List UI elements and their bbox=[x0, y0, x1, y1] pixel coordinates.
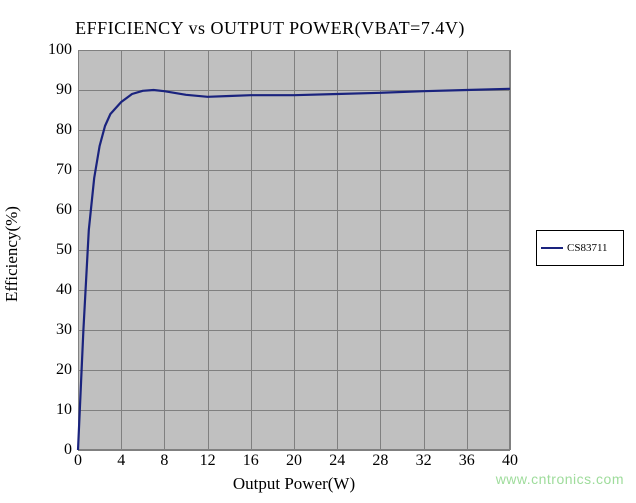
x-tick: 28 bbox=[372, 452, 388, 470]
legend: CS83711 bbox=[536, 230, 624, 266]
y-tick: 20 bbox=[32, 361, 72, 379]
x-tick: 8 bbox=[160, 452, 168, 470]
y-tick: 100 bbox=[32, 41, 72, 59]
x-axis-label: Output Power(W) bbox=[78, 474, 510, 494]
x-tick: 16 bbox=[243, 452, 259, 470]
x-tick: 36 bbox=[459, 452, 475, 470]
y-tick: 10 bbox=[32, 401, 72, 419]
y-tick: 40 bbox=[32, 281, 72, 299]
y-tick: 50 bbox=[32, 241, 72, 259]
plot-area bbox=[78, 50, 510, 450]
chart-title: EFFICIENCY vs OUTPUT POWER(VBAT=7.4V) bbox=[0, 18, 540, 39]
x-tick: 4 bbox=[117, 452, 125, 470]
x-tick: 20 bbox=[286, 452, 302, 470]
x-tick: 32 bbox=[416, 452, 432, 470]
x-tick: 12 bbox=[200, 452, 216, 470]
x-tick: 40 bbox=[502, 452, 518, 470]
legend-swatch bbox=[541, 247, 563, 249]
y-tick: 70 bbox=[32, 161, 72, 179]
data-curve bbox=[78, 50, 510, 450]
y-tick: 90 bbox=[32, 81, 72, 99]
y-tick: 60 bbox=[32, 201, 72, 219]
legend-label: CS83711 bbox=[567, 242, 608, 254]
y-tick: 80 bbox=[32, 121, 72, 139]
y-tick: 30 bbox=[32, 321, 72, 339]
chart-container: EFFICIENCY vs OUTPUT POWER(VBAT=7.4V) 0 4… bbox=[0, 0, 636, 503]
x-tick: 0 bbox=[74, 452, 82, 470]
x-tick: 24 bbox=[329, 452, 345, 470]
y-tick: 0 bbox=[32, 441, 72, 459]
watermark: www.cntronics.com bbox=[496, 471, 624, 487]
y-axis-label: Efficiency(%) bbox=[2, 206, 22, 302]
